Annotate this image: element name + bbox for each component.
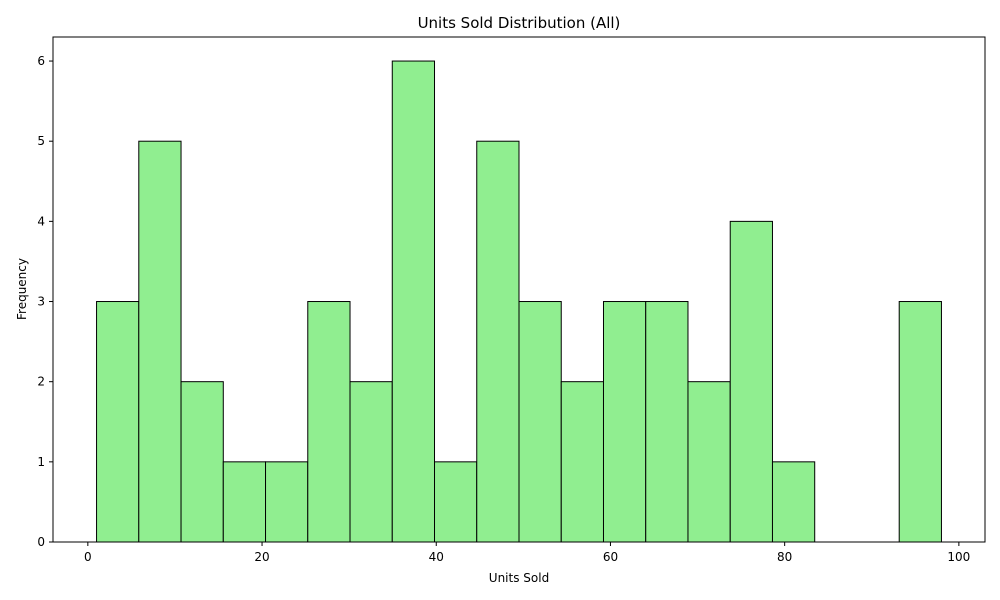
y-tick-label: 1 [37, 455, 45, 469]
plot-frame [52, 36, 986, 543]
y-axis-label: Frequency [15, 258, 29, 320]
y-axis-ticks: 0 1 2 3 4 5 6 [37, 54, 53, 549]
histogram-bar [180, 381, 224, 543]
histogram-bar [771, 461, 816, 543]
histogram-bar [222, 461, 267, 543]
y-tick-label: 4 [37, 214, 45, 228]
histogram-bar [434, 461, 478, 543]
histogram-bar [518, 301, 562, 543]
histogram-bar [602, 301, 647, 543]
histogram-bar [349, 381, 393, 543]
y-tick-label: 5 [37, 134, 45, 148]
histogram-bar [265, 461, 309, 543]
histogram-bar [391, 60, 436, 543]
bars-group [96, 60, 942, 543]
histogram-bar [560, 381, 604, 543]
x-tick-label: 80 [777, 550, 792, 564]
histogram-bar [307, 301, 351, 543]
x-tick-label: 40 [429, 550, 444, 564]
x-tick-label: 60 [603, 550, 618, 564]
histogram-bar [96, 301, 140, 543]
histogram-bar [476, 140, 520, 543]
histogram-bar [898, 301, 942, 543]
x-tick-label: 0 [84, 550, 92, 564]
histogram-bar [687, 381, 731, 543]
y-tick-label: 2 [37, 375, 45, 389]
histogram-bar [729, 220, 773, 543]
x-tick-label: 100 [947, 550, 970, 564]
histogram-bar [138, 140, 182, 543]
histogram-bar [645, 301, 689, 543]
x-tick-label: 20 [254, 550, 269, 564]
x-axis-ticks: 0 20 40 60 80 100 [84, 542, 970, 564]
chart-title: Units Sold Distribution (All) [418, 14, 621, 32]
y-tick-label: 6 [37, 54, 45, 68]
x-axis-label: Units Sold [489, 571, 549, 585]
y-tick-label: 0 [37, 535, 45, 549]
y-tick-label: 3 [37, 295, 45, 309]
